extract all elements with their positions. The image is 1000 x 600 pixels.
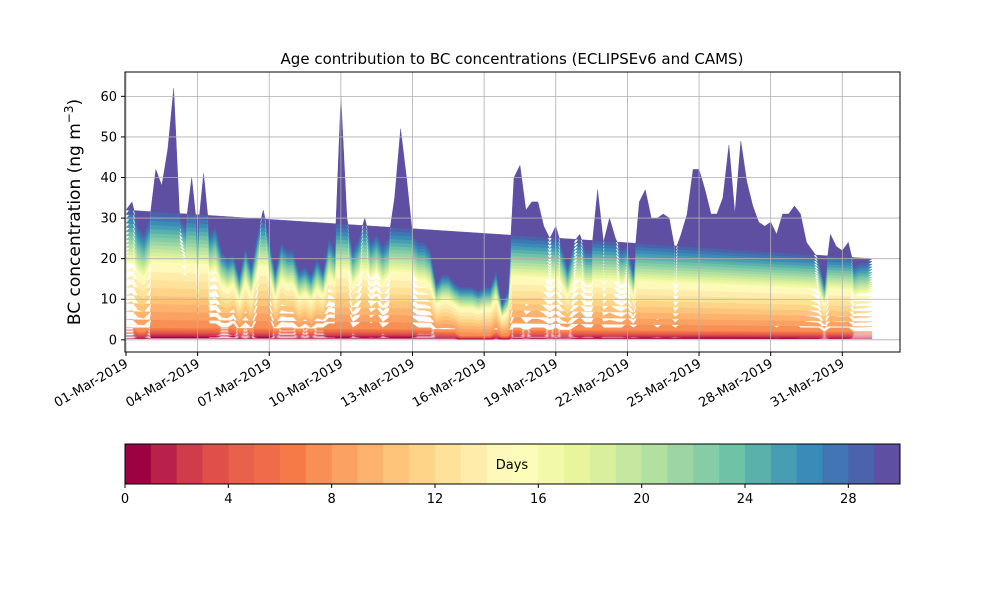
colorbar-tick-label: 24: [737, 492, 754, 507]
colorbar-ticks: 0 4 8 12 16 20 24 28: [121, 484, 857, 507]
colorbar-cell-27: [822, 444, 849, 484]
y-axis-label-exponent: −3: [62, 105, 76, 123]
y-tick-label: 30: [100, 212, 117, 227]
colorbar-tick-label: 20: [633, 492, 650, 507]
y-axis-label-main: BC concentration (ng m: [65, 123, 85, 325]
colorbar-cells: [125, 444, 901, 484]
grid-lines: [125, 72, 900, 352]
colorbar-cell-10: [383, 444, 410, 484]
colorbar-cell-22: [693, 444, 720, 484]
colorbar: 0 4 8 12 16 20 24 28 Days: [121, 443, 901, 507]
colorbar-cell-5: [254, 444, 281, 484]
colorbar-cell-17: [564, 444, 591, 484]
y-tick-label: 40: [100, 171, 117, 186]
colorbar-cell-9: [357, 444, 384, 484]
y-tick-label: 50: [100, 130, 117, 145]
colorbar-cell-6: [280, 444, 307, 484]
colorbar-cell-23: [719, 444, 746, 484]
colorbar-cell-8: [331, 444, 358, 484]
colorbar-cell-3: [202, 444, 229, 484]
colorbar-cell-25: [770, 444, 798, 484]
colorbar-tick-label: 8: [328, 492, 336, 507]
colorbar-cell-19: [615, 444, 643, 484]
colorbar-cell-18: [590, 444, 617, 484]
colorbar-cell-15: [512, 444, 539, 484]
colorbar-tick-label: 16: [530, 492, 547, 507]
colorbar-cell-14: [486, 444, 513, 484]
stacked-areas: [125, 88, 873, 340]
colorbar-label: Days: [496, 458, 529, 473]
colorbar-cell-20: [641, 444, 668, 484]
colorbar-tick-label: 0: [121, 492, 129, 507]
colorbar-cell-11: [409, 444, 436, 484]
y-tick-label: 10: [100, 293, 117, 308]
y-axis-label-close: ): [65, 99, 85, 106]
colorbar-cell-4: [228, 444, 255, 484]
chart-title: Age contribution to BC concentrations (E…: [281, 50, 744, 68]
colorbar-cell-28: [848, 444, 875, 484]
y-tick-label: 60: [100, 90, 117, 105]
colorbar-cell-13: [460, 444, 488, 484]
colorbar-tick-label: 28: [840, 492, 857, 507]
colorbar-cell-2: [176, 444, 203, 484]
colorbar-tick-label: 12: [427, 492, 444, 507]
colorbar-cell-26: [796, 444, 823, 484]
y-tick-label: 20: [100, 252, 117, 267]
colorbar-cell-7: [305, 444, 333, 484]
colorbar-cell-12: [435, 444, 462, 484]
y-axis-ticks: 0 10 20 30 40 50 60: [100, 90, 125, 348]
colorbar-cell-21: [667, 444, 694, 484]
colorbar-cell-29: [874, 444, 901, 484]
area-band-29: [125, 88, 873, 304]
colorbar-cell-24: [745, 444, 772, 484]
axes-frame: [124, 71, 901, 353]
colorbar-tick-label: 4: [224, 492, 232, 507]
y-axis-label: BC concentration (ng m−3): [62, 99, 85, 325]
colorbar-cell-0: [125, 444, 152, 484]
colorbar-cell-1: [150, 444, 178, 484]
y-tick-label: 0: [109, 333, 117, 348]
colorbar-frame: [124, 443, 901, 485]
colorbar-cell-16: [538, 444, 565, 484]
